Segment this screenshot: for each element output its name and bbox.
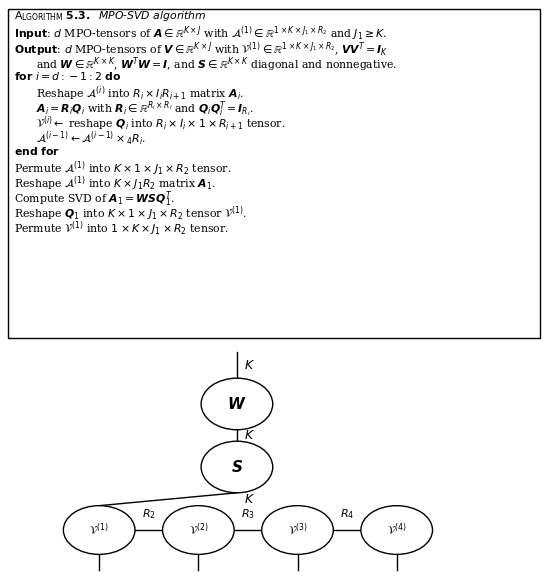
Text: $K$: $K$ (244, 493, 255, 506)
Text: $\mathbf{end\ for}$: $\mathbf{end\ for}$ (14, 145, 60, 157)
Text: Reshape $\boldsymbol{Q}_1$ into $K\times 1\times J_1\times R_2$ tensor $\boldsym: Reshape $\boldsymbol{Q}_1$ into $K\times… (14, 205, 247, 223)
Text: Reshape $\boldsymbol{\mathcal{A}}^{(i)}$ into $R_i\times I_iR_{i+1}$ matrix $\bo: Reshape $\boldsymbol{\mathcal{A}}^{(i)}$… (36, 85, 244, 103)
Text: $R_3$: $R_3$ (241, 507, 255, 521)
Text: Compute SVD of $\boldsymbol{A}_1=\boldsymbol{W}\boldsymbol{S}\boldsymbol{Q}_1^T$: Compute SVD of $\boldsymbol{A}_1=\boldsy… (14, 190, 175, 209)
Text: $\boldsymbol{\mathcal{A}}^{(i-1)}\leftarrow\boldsymbol{\mathcal{A}}^{(i-1)}\time: $\boldsymbol{\mathcal{A}}^{(i-1)}\leftar… (36, 129, 146, 148)
Ellipse shape (262, 505, 333, 555)
Text: $R_2$: $R_2$ (142, 507, 156, 521)
Text: Permute $\boldsymbol{\mathcal{V}}^{(1)}$ into $1\times K\times J_1\times R_2$ te: Permute $\boldsymbol{\mathcal{V}}^{(1)}$… (14, 219, 229, 238)
Text: $\boldsymbol{\mathcal{V}}^{(3)}$: $\boldsymbol{\mathcal{V}}^{(3)}$ (288, 522, 307, 538)
Text: $\mathrm{A}_{\mathrm{LGORITHM}}$ $\mathbf{5.3.}$  $\mathit{MPO}$-$\mathit{SVD\ a: $\mathrm{A}_{\mathrm{LGORITHM}}$ $\mathb… (14, 9, 206, 23)
Ellipse shape (201, 378, 273, 430)
Text: $K$: $K$ (244, 359, 255, 372)
Text: $\boldsymbol{S}$: $\boldsymbol{S}$ (231, 459, 243, 475)
Text: $\boldsymbol{\mathcal{V}}^{(2)}$: $\boldsymbol{\mathcal{V}}^{(2)}$ (188, 522, 208, 538)
Text: $\boldsymbol{\mathcal{V}}^{(4)}$: $\boldsymbol{\mathcal{V}}^{(4)}$ (387, 522, 407, 538)
Text: Reshape $\boldsymbol{\mathcal{A}}^{(1)}$ into $K\times J_1R_2$ matrix $\boldsymb: Reshape $\boldsymbol{\mathcal{A}}^{(1)}$… (14, 175, 215, 193)
Text: $R_4$: $R_4$ (340, 507, 354, 521)
Text: $\boldsymbol{\mathcal{V}}^{(i)}\leftarrow$ reshape $\boldsymbol{Q}_i$ into $R_i\: $\boldsymbol{\mathcal{V}}^{(i)}\leftarro… (36, 115, 285, 133)
Text: $\boldsymbol{\mathcal{V}}^{(1)}$: $\boldsymbol{\mathcal{V}}^{(1)}$ (89, 522, 109, 538)
FancyBboxPatch shape (8, 9, 540, 338)
Text: Permute $\boldsymbol{\mathcal{A}}^{(1)}$ into $K\times 1\times J_1\times R_2$ te: Permute $\boldsymbol{\mathcal{A}}^{(1)}$… (14, 160, 231, 178)
Text: and $\boldsymbol{W}\in\mathbb{R}^{K\times K}$, $\boldsymbol{W}^T\boldsymbol{W}=\: and $\boldsymbol{W}\in\mathbb{R}^{K\time… (36, 55, 397, 73)
Ellipse shape (201, 441, 273, 493)
Text: $K$: $K$ (244, 429, 255, 442)
Ellipse shape (361, 505, 433, 555)
Ellipse shape (63, 505, 135, 555)
Text: $\mathbf{Input}$: $d$ MPO-tensors of $\boldsymbol{A}\in\mathbb{R}^{K\times J}$ w: $\mathbf{Input}$: $d$ MPO-tensors of $\b… (14, 25, 387, 43)
Text: $\boldsymbol{A}_i=\boldsymbol{R}_i\boldsymbol{Q}_i$ with $\boldsymbol{R}_i\in\ma: $\boldsymbol{A}_i=\boldsymbol{R}_i\bolds… (36, 100, 253, 119)
Text: $\boldsymbol{W}$: $\boldsymbol{W}$ (227, 396, 247, 412)
Ellipse shape (163, 505, 234, 555)
Text: $\mathbf{for}$ $i=d:-1:2$ $\mathbf{do}$: $\mathbf{for}$ $i=d:-1:2$ $\mathbf{do}$ (14, 70, 121, 82)
Text: $\mathbf{Output}$: $d$ MPO-tensors of $\boldsymbol{V}\in\mathbb{R}^{K\times J}$ : $\mathbf{Output}$: $d$ MPO-tensors of $\… (14, 40, 388, 58)
